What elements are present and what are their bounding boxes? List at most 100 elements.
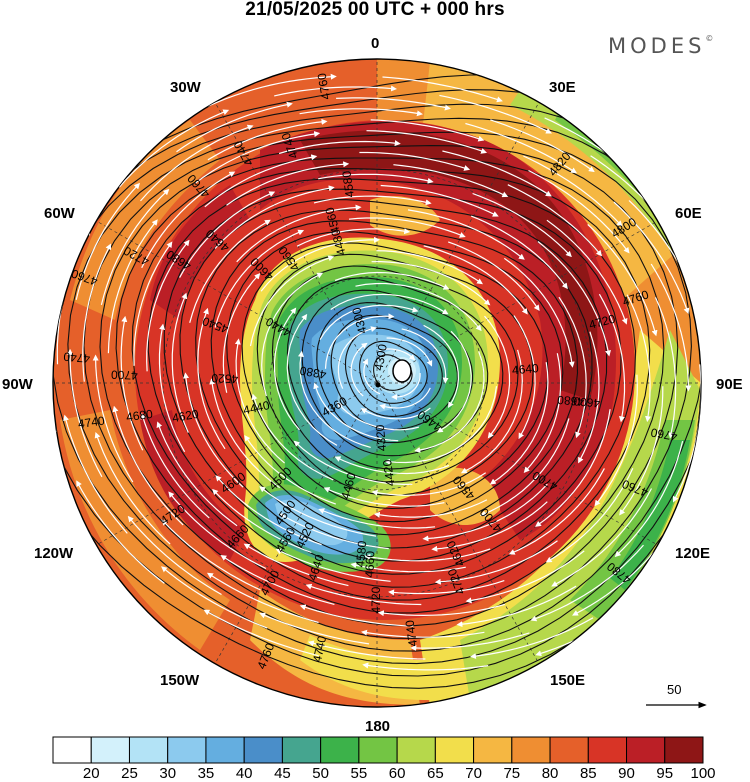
streamline bbox=[318, 173, 434, 184]
pole-marker bbox=[375, 382, 381, 388]
streamline bbox=[348, 217, 466, 238]
streamline bbox=[456, 585, 577, 628]
colorbar-tick-label: 30 bbox=[159, 765, 177, 782]
streamline bbox=[407, 209, 525, 260]
contour-label: 4440 bbox=[242, 398, 271, 417]
streamline bbox=[423, 245, 528, 315]
streamline bbox=[359, 151, 471, 171]
streamline bbox=[546, 219, 628, 325]
streamline bbox=[490, 119, 595, 173]
lon-label-60w: 60W bbox=[44, 205, 75, 222]
contour-label: 4680 bbox=[556, 393, 584, 409]
colorbar-swatch bbox=[90, 736, 130, 764]
streamline bbox=[613, 201, 690, 315]
geopotential-contour bbox=[115, 157, 665, 614]
colorbar-swatch bbox=[396, 736, 436, 764]
colorbar-tick-label: 75 bbox=[503, 765, 521, 782]
brand-logo: MODES© bbox=[608, 34, 713, 58]
streamline bbox=[141, 171, 236, 269]
streamline bbox=[226, 161, 350, 206]
geopotential-contour bbox=[53, 103, 701, 665]
streamline bbox=[373, 499, 488, 518]
streamline bbox=[465, 122, 578, 174]
streamline bbox=[261, 272, 324, 397]
streamline bbox=[393, 164, 509, 198]
streamline bbox=[313, 382, 399, 442]
streamline bbox=[470, 215, 568, 290]
streamline bbox=[689, 411, 701, 548]
meridian-line bbox=[96, 382, 378, 546]
contour-label: 4620 bbox=[171, 407, 200, 425]
streamline bbox=[364, 548, 491, 562]
streamline bbox=[626, 294, 651, 423]
contour-label: 4600 bbox=[572, 394, 600, 410]
streamline bbox=[293, 440, 413, 486]
colorbar-tick-label: 60 bbox=[388, 765, 406, 782]
geopotential-contour bbox=[241, 242, 549, 510]
colorbar-swatch bbox=[358, 736, 398, 764]
geopotential-contour bbox=[359, 340, 428, 404]
colorbar-swatch bbox=[128, 736, 169, 764]
streamline bbox=[414, 351, 485, 453]
streamline bbox=[650, 263, 692, 392]
colorbar-tick-label: 40 bbox=[235, 765, 253, 782]
streamline bbox=[447, 241, 540, 312]
streamline bbox=[204, 154, 318, 208]
geopotential-contour bbox=[131, 168, 651, 601]
geopotential-contour bbox=[226, 231, 564, 523]
colorbar-swatch bbox=[473, 736, 513, 764]
streamline bbox=[479, 418, 570, 517]
contour-label: 4740 bbox=[310, 634, 329, 663]
colorbar-tick-label: 55 bbox=[350, 765, 368, 782]
contour-label: 4740 bbox=[77, 413, 106, 431]
streamline bbox=[706, 290, 727, 424]
colorbar-tick-label: 80 bbox=[541, 765, 559, 782]
streamline bbox=[594, 374, 638, 507]
streamline bbox=[318, 508, 436, 529]
colorbar-tick-label: 45 bbox=[274, 765, 291, 782]
streamline bbox=[376, 250, 483, 285]
streamline bbox=[236, 204, 362, 263]
streamline bbox=[244, 434, 337, 505]
brand-text: MODES bbox=[608, 34, 706, 58]
streamline bbox=[598, 293, 626, 423]
streamline bbox=[545, 468, 634, 563]
colorbar-tick-label: 65 bbox=[427, 765, 444, 782]
colorbar-swatch bbox=[205, 736, 245, 764]
lon-label-150e: 150E bbox=[550, 672, 586, 689]
colorbar bbox=[52, 736, 704, 764]
streamline bbox=[251, 393, 334, 481]
colorbar-tick-label: 35 bbox=[197, 765, 215, 782]
meridian-line bbox=[214, 102, 378, 384]
colorbar-swatch bbox=[167, 736, 207, 764]
contour-label: 4480 bbox=[328, 227, 349, 257]
colorbar-swatch bbox=[664, 736, 704, 764]
streamline bbox=[189, 219, 271, 323]
streamline bbox=[508, 468, 605, 555]
geopotential-contour bbox=[147, 178, 637, 588]
geopotential-contour bbox=[286, 277, 504, 470]
streamline bbox=[197, 307, 226, 450]
colorbar-swatch bbox=[243, 736, 283, 764]
colorbar-swatch bbox=[320, 736, 360, 764]
streamline bbox=[140, 413, 210, 519]
streamline bbox=[243, 543, 349, 587]
colorbar-tick-label: 50 bbox=[312, 765, 329, 782]
streamline bbox=[503, 257, 575, 368]
colorbar-swatch bbox=[626, 736, 666, 764]
colorbar-tick-label: 70 bbox=[465, 765, 482, 782]
streamline bbox=[194, 131, 321, 184]
streamline bbox=[379, 387, 431, 410]
streamline bbox=[133, 241, 173, 366]
geopotential-contour bbox=[344, 327, 443, 417]
colorbar-swatch bbox=[587, 736, 628, 764]
streamline bbox=[299, 108, 423, 117]
streamline bbox=[337, 326, 377, 389]
streamline bbox=[355, 282, 482, 332]
streamline bbox=[382, 76, 503, 103]
streamline bbox=[530, 544, 644, 622]
geopotential-contour bbox=[99, 145, 679, 627]
streamline bbox=[377, 603, 506, 617]
colorbar-swatch bbox=[281, 736, 322, 764]
